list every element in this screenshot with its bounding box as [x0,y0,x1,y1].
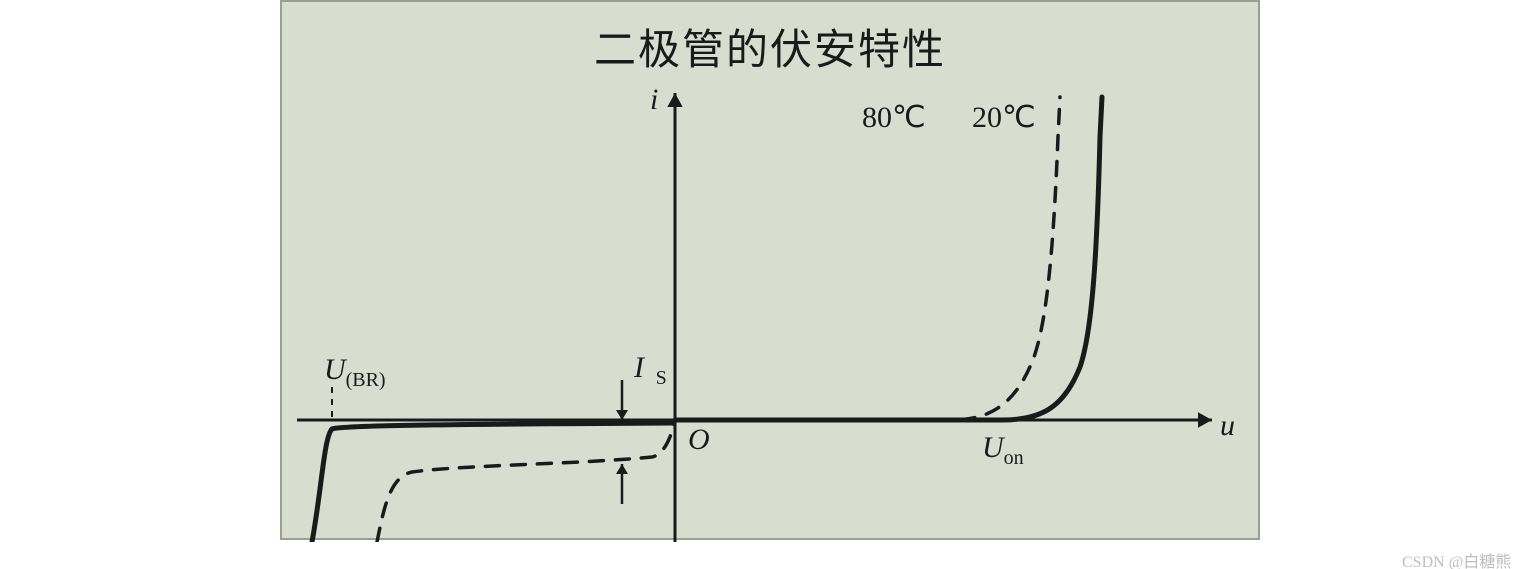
diagram-panel: 二极管的伏安特性 uiOU(BR)UonIS80℃20℃ [280,0,1260,540]
svg-text:on: on [1004,447,1024,469]
curve-80C-dashed [377,97,1060,542]
svg-text:(BR): (BR) [346,369,386,391]
temp-label: 80℃ [862,101,926,134]
diagram-title: 二极管的伏安特性 [594,16,946,77]
iv-curve-chart: uiOU(BR)UonIS80℃20℃ [282,77,1262,542]
svg-text:O: O [688,423,710,456]
svg-text:U: U [324,353,348,386]
page-root: 二极管的伏安特性 uiOU(BR)UonIS80℃20℃ CSDN @白糖熊 [0,0,1539,569]
svg-text:u: u [1220,409,1235,442]
curve-20C-solid [312,97,1102,542]
temp-label: 20℃ [972,101,1036,134]
watermark-text: CSDN @白糖熊 [1402,548,1511,569]
svg-text:i: i [650,83,658,116]
svg-text:I: I [633,351,646,384]
svg-text:S: S [656,367,667,389]
svg-text:U: U [982,431,1006,464]
